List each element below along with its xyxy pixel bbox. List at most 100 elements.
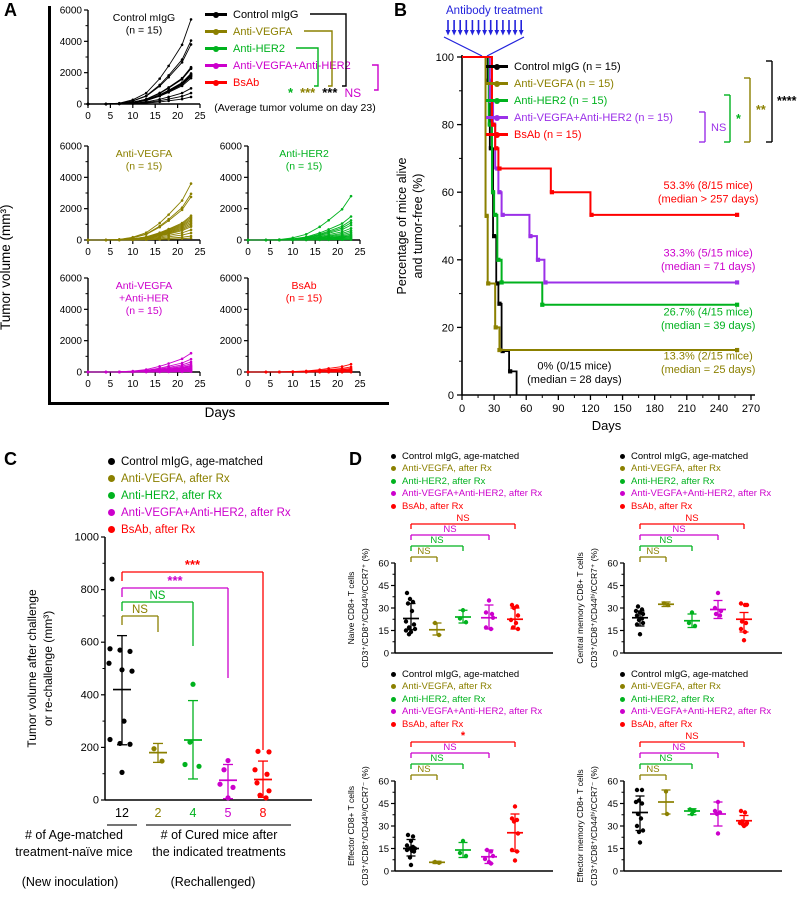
data-point (129, 668, 135, 674)
legend-dot-icon (108, 526, 115, 533)
treatment-arrowhead-icon (494, 30, 500, 36)
y-tick-label: 45 (607, 581, 618, 592)
data-point (738, 601, 744, 606)
censor-marker (492, 234, 497, 239)
data-point (118, 238, 121, 242)
data-point (180, 208, 184, 212)
data-point (327, 218, 330, 222)
data-point (266, 788, 272, 794)
sig-label: NS (659, 753, 672, 764)
x-tick-label: 20 (172, 379, 184, 390)
data-point (488, 849, 494, 854)
data-point (158, 77, 161, 80)
legend-label: BsAb, after Rx (402, 500, 464, 512)
panel-a-x-axis-title: Days (204, 405, 236, 420)
legend-marker-dot-icon (494, 114, 500, 121)
treatment-arrowhead-icon (476, 30, 481, 36)
y-tick-label: 1000 (75, 532, 99, 544)
x-tick-label: 5 (268, 379, 274, 390)
data-point (117, 740, 123, 747)
data-point (167, 91, 170, 94)
data-point (167, 237, 170, 241)
x-tick-label: 0 (85, 247, 91, 258)
legend-label: Anti-HER2 (n = 15) (514, 94, 608, 107)
legend-line-marker-icon (205, 11, 227, 18)
data-point (180, 229, 184, 232)
y-tick-label: 4000 (60, 305, 83, 316)
data-point (189, 87, 193, 90)
censor-marker (497, 347, 502, 353)
subplot-title: (n = 15) (126, 25, 162, 37)
legend-item: BsAb, after Rx (391, 500, 542, 513)
censor-marker (490, 122, 496, 127)
legend-label: Control mIgG, age-matched (631, 450, 749, 462)
data-point (264, 771, 270, 777)
data-point (104, 102, 108, 106)
y-axis-title: Effector memory CD8+ T cells (575, 769, 585, 882)
data-point (488, 861, 494, 866)
data-point (304, 370, 308, 374)
y-tick-label: 15 (607, 626, 618, 637)
comparison-bracket (310, 13, 347, 87)
effector-cd8-legend: Control mIgG, age-matched Anti-VEGFA, aft… (391, 668, 542, 731)
x-tick-label: 20 (332, 379, 344, 390)
data-point (104, 370, 108, 374)
data-point (180, 231, 184, 235)
y-tick-label: 15 (378, 626, 389, 637)
data-point (189, 360, 193, 364)
data-point (167, 99, 170, 103)
data-point (180, 357, 184, 361)
data-point (189, 67, 193, 71)
censor-marker (493, 325, 498, 330)
y-tick-label: 30 (378, 822, 389, 833)
censor-marker (734, 302, 740, 307)
x-tick-label: 60 (520, 403, 532, 415)
data-point (264, 370, 268, 374)
data-point (180, 361, 184, 365)
censor-marker (487, 122, 492, 127)
y-tick-label: 45 (607, 799, 618, 810)
sig-label: **** (777, 94, 797, 108)
legend-label: BsAb, after Rx (631, 500, 693, 512)
legend-item: Anti-VEGFA, after Rx (620, 463, 771, 476)
legend-dot-icon (108, 458, 115, 465)
legend-item: BsAb, after Rx (391, 718, 542, 731)
data-point (460, 838, 466, 844)
data-point (406, 632, 412, 637)
subplot-title: BsAb (291, 280, 316, 292)
group-footer-label: the indicated treatments (152, 845, 285, 859)
x-tick-label: 5 (108, 247, 114, 258)
legend-item: Anti-HER2, after Rx (620, 475, 771, 488)
legend-item: BsAb (n = 15) (486, 126, 673, 143)
censor-marker (734, 347, 740, 353)
data-point (349, 221, 353, 225)
survival-chart: 0 30 60 90 120 150 180 210 240 270 0 20 40 60 80 100 Day… (395, 5, 797, 433)
data-point (340, 222, 344, 225)
significance-label: *** (322, 85, 338, 100)
censor-marker (488, 146, 493, 151)
censor-marker (589, 212, 594, 217)
data-point (180, 237, 184, 240)
significance-label: * (288, 85, 294, 100)
data-point (230, 784, 236, 790)
x-tick-label: 10 (127, 379, 139, 390)
data-point (327, 370, 330, 374)
panel-a-label: A (4, 0, 17, 20)
treatment-label: Antibody treatment (446, 5, 543, 17)
chart-series-line (88, 196, 192, 241)
y-tick-label: 45 (378, 581, 389, 592)
legend-item: Control mIgG, age-matched (620, 668, 771, 681)
y-tick-label: 100 (436, 52, 454, 64)
y-tick-label: 60 (442, 187, 454, 199)
legend-label: Control mIgG (n = 15) (514, 60, 621, 73)
x-tick-label: 240 (710, 403, 728, 415)
data-point (318, 225, 321, 229)
data-point (158, 84, 161, 88)
tumor-growth-chart-anti-vegfa: 0 2000 4000 6000 0 5 10 15 20 25 Anti-VEGFA(n = 15… (60, 142, 206, 259)
x-tick-label: 0 (245, 379, 251, 390)
data-point (86, 370, 90, 374)
legend-label: Anti-VEGFA+Anti-HER2, after Rx (631, 706, 772, 718)
comparison-bracket (372, 64, 379, 91)
data-point (403, 628, 409, 633)
